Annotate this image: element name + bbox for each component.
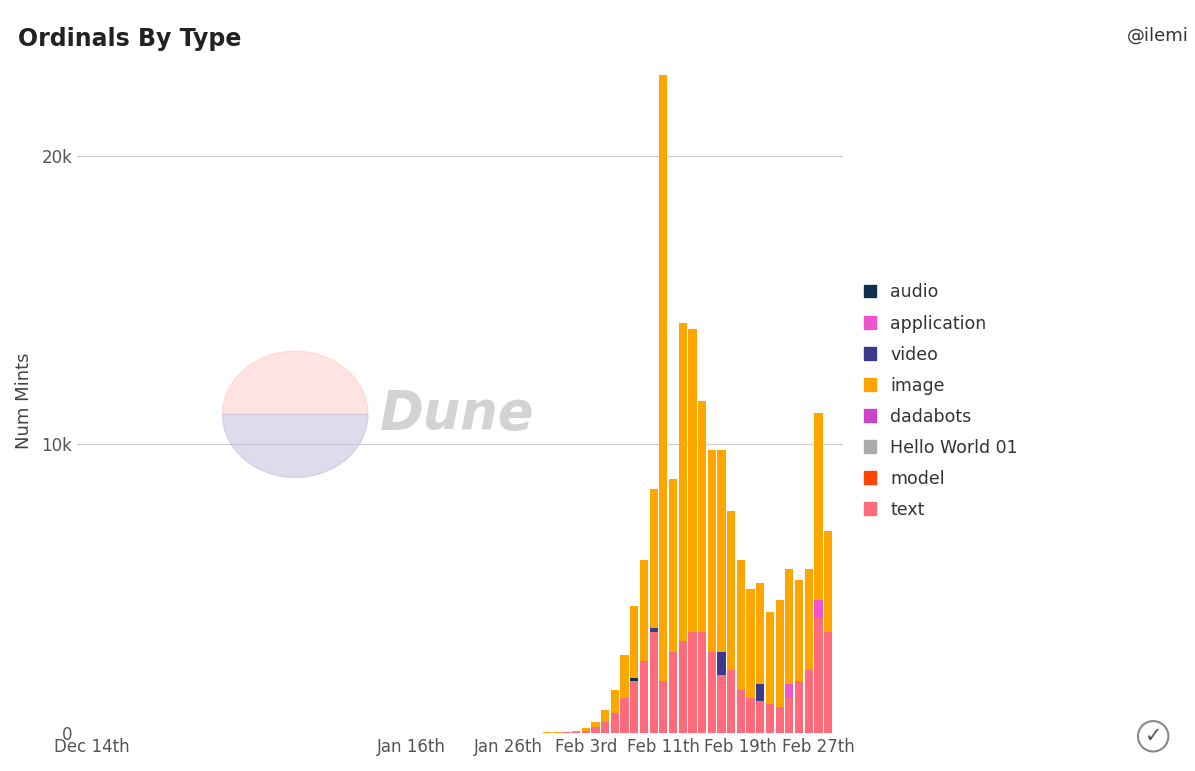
Text: ✓: ✓	[1145, 726, 1162, 746]
Bar	[747, 699, 755, 733]
Bar	[825, 632, 832, 733]
Bar	[592, 727, 600, 733]
Bar	[804, 669, 813, 733]
Bar	[785, 568, 793, 684]
Bar	[766, 612, 774, 704]
Bar	[669, 652, 678, 733]
Bar	[582, 728, 590, 731]
Bar	[572, 731, 581, 732]
Bar	[756, 702, 765, 733]
Text: Ordinals By Type: Ordinals By Type	[18, 27, 241, 51]
Bar	[611, 713, 619, 733]
Bar	[707, 652, 716, 733]
Bar	[814, 601, 822, 618]
Bar	[572, 732, 581, 733]
Text: @ilemi: @ilemi	[1127, 27, 1189, 45]
Bar	[592, 722, 600, 727]
Bar	[756, 583, 765, 684]
Bar	[582, 731, 590, 733]
Bar	[669, 479, 678, 652]
Bar	[650, 489, 657, 628]
Bar	[747, 589, 755, 699]
Bar	[776, 707, 784, 733]
Bar	[814, 618, 822, 733]
Bar	[688, 632, 697, 733]
Bar	[639, 661, 648, 733]
Bar	[639, 560, 648, 661]
Bar	[688, 329, 697, 632]
Bar	[630, 606, 638, 678]
Bar	[795, 681, 803, 733]
Bar	[620, 699, 629, 733]
Bar	[601, 722, 609, 733]
Bar	[804, 568, 813, 669]
Bar	[660, 681, 668, 733]
Wedge shape	[222, 414, 368, 477]
Bar	[698, 401, 706, 632]
Bar	[814, 412, 822, 601]
Bar	[785, 684, 793, 699]
Bar	[737, 690, 744, 733]
Bar	[650, 628, 657, 632]
Bar	[650, 632, 657, 733]
Bar	[679, 323, 687, 641]
Bar	[727, 669, 735, 733]
Bar	[776, 601, 784, 707]
Text: Dune: Dune	[380, 389, 534, 440]
Bar	[717, 675, 725, 733]
Wedge shape	[222, 352, 368, 414]
Bar	[611, 690, 619, 713]
Bar	[707, 450, 716, 652]
Bar	[717, 652, 725, 675]
Y-axis label: Num Mints: Num Mints	[16, 353, 33, 449]
Bar	[698, 632, 706, 733]
Bar	[825, 531, 832, 632]
Bar	[717, 450, 725, 652]
Bar	[620, 655, 629, 699]
Bar	[630, 678, 638, 681]
Bar	[737, 560, 744, 690]
Bar	[660, 75, 668, 681]
Bar	[766, 704, 774, 733]
Bar	[601, 710, 609, 722]
Bar	[785, 699, 793, 733]
Bar	[727, 510, 735, 669]
Bar	[795, 580, 803, 681]
Legend: audio, application, video, image, dadabots, Hello World 01, model, text: audio, application, video, image, dadabo…	[859, 278, 1023, 524]
Bar	[756, 684, 765, 702]
Bar	[679, 641, 687, 733]
Bar	[630, 681, 638, 733]
